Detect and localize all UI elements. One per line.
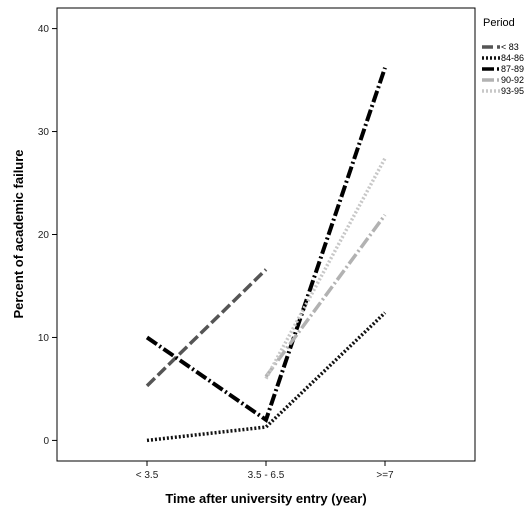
series-line-1 [145, 268, 268, 388]
y-tick-label: 0 [43, 436, 49, 447]
series-layer [145, 67, 387, 443]
x-tick-label: 3.5 - 6.5 [248, 470, 285, 481]
series-line-4 [264, 213, 387, 378]
series-line-2 [146, 311, 387, 443]
legend-label: 93-95 [501, 86, 524, 96]
x-tick-label: >=7 [376, 470, 394, 481]
legend-label: < 83 [501, 42, 519, 52]
legend-label: 84-86 [501, 53, 524, 63]
legend-label: 90-92 [501, 75, 524, 85]
y-axis-title: Percent of academic failure [11, 149, 26, 318]
plot-frame [56, 7, 476, 462]
series-line-3 [145, 67, 387, 423]
x-axis: < 3.5 3.5 - 6.5 >=7 [136, 461, 394, 481]
y-axis: 0 10 20 30 40 [38, 24, 57, 447]
legend-label: 87-89 [501, 64, 524, 74]
y-tick-label: 30 [38, 127, 50, 138]
x-tick-label: < 3.5 [136, 470, 159, 481]
legend-title: Period [483, 17, 515, 29]
y-tick-label: 40 [38, 24, 50, 35]
y-tick-label: 10 [38, 333, 50, 344]
series-line-5 [264, 157, 387, 380]
y-tick-label: 20 [38, 230, 50, 241]
x-axis-title: Time after university entry (year) [165, 491, 366, 506]
